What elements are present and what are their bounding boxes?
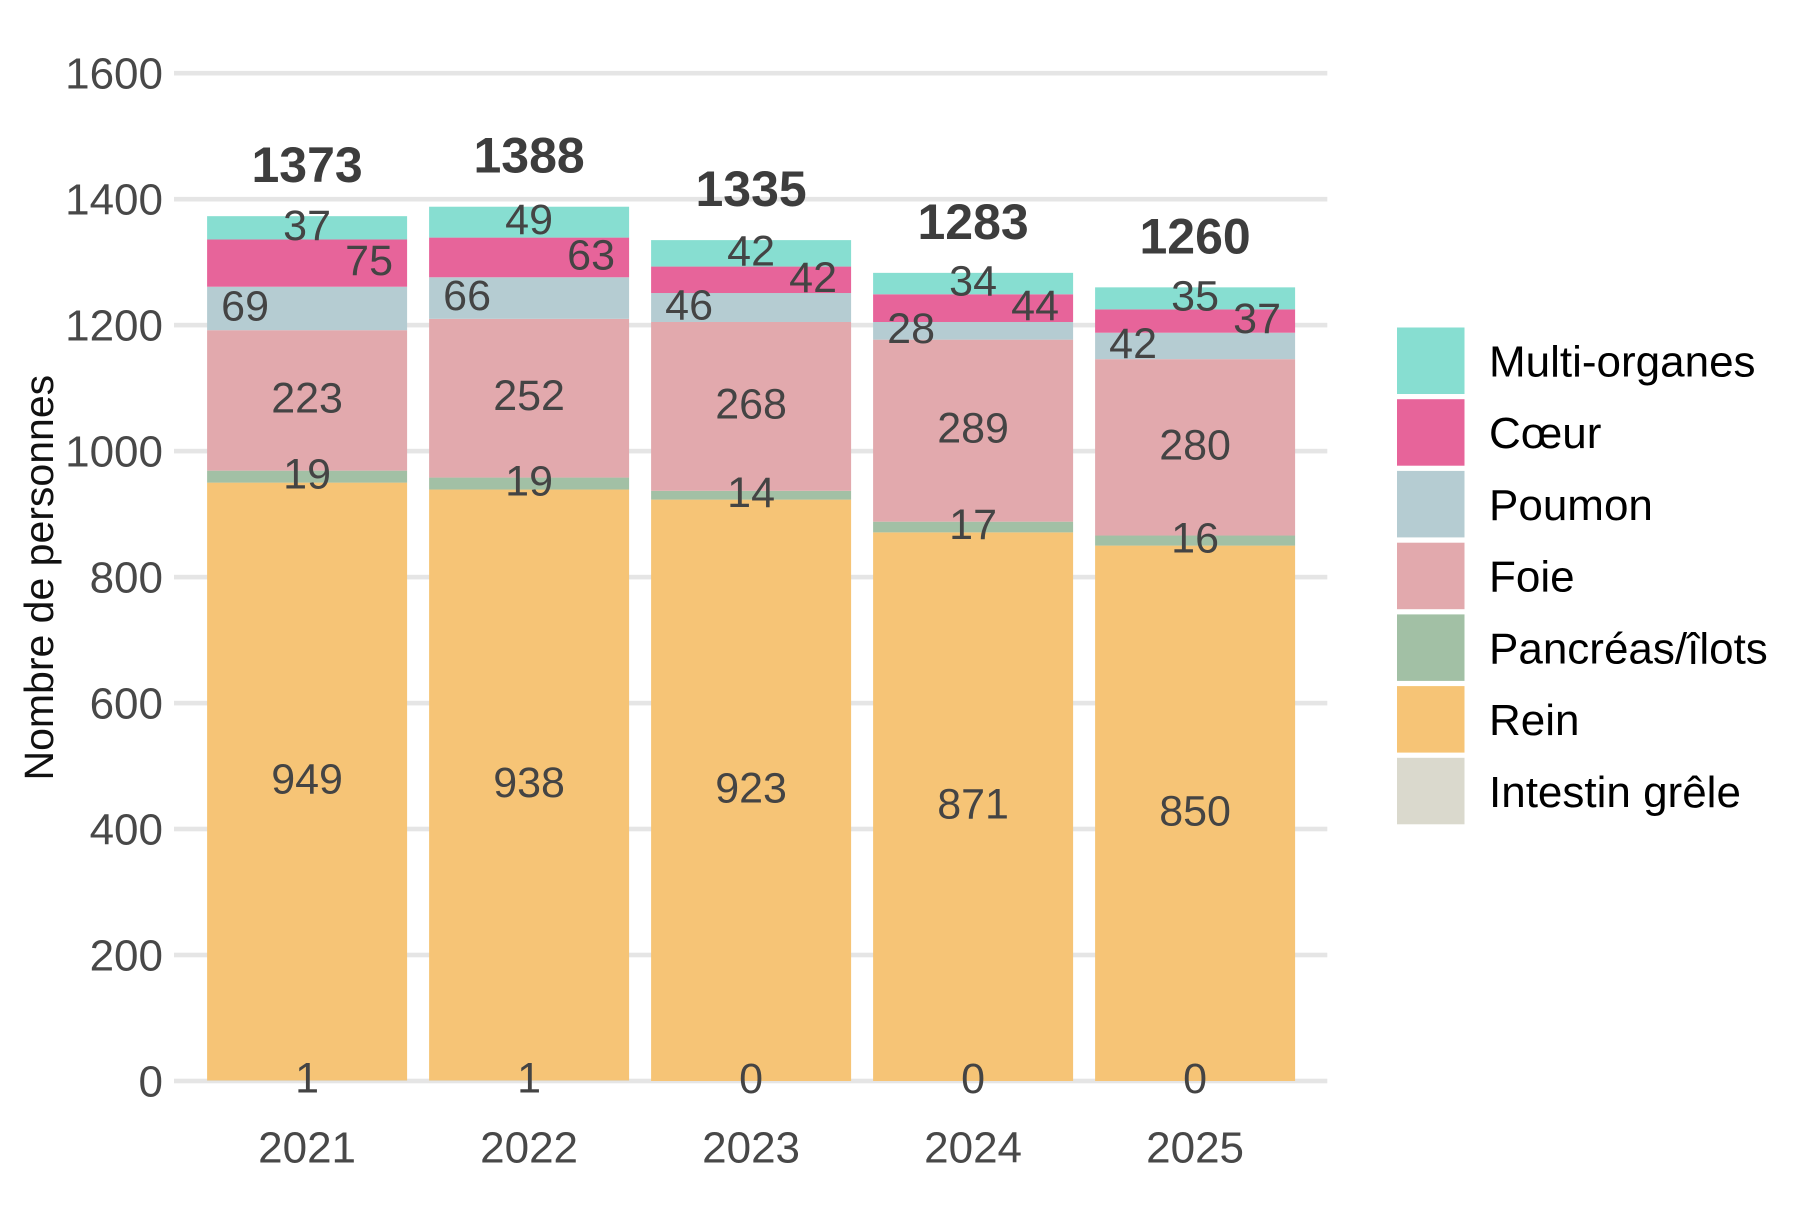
svg-text:14: 14 [727, 469, 775, 517]
svg-text:34: 34 [949, 258, 997, 306]
svg-text:280: 280 [1159, 421, 1231, 469]
svg-text:1400: 1400 [65, 176, 163, 225]
svg-text:1: 1 [517, 1055, 541, 1103]
svg-text:949: 949 [271, 756, 343, 804]
svg-text:42: 42 [727, 227, 775, 275]
svg-text:Foie: Foie [1489, 553, 1575, 602]
svg-text:268: 268 [715, 380, 787, 428]
svg-text:0: 0 [139, 1057, 163, 1106]
svg-text:850: 850 [1159, 787, 1231, 835]
svg-text:1388: 1388 [473, 128, 584, 184]
svg-text:44: 44 [1011, 282, 1059, 330]
svg-text:252: 252 [493, 372, 565, 420]
svg-text:16: 16 [1171, 515, 1219, 563]
svg-text:63: 63 [567, 231, 615, 279]
svg-text:Rein: Rein [1489, 696, 1580, 745]
svg-text:2022: 2022 [480, 1124, 578, 1173]
svg-text:42: 42 [789, 254, 837, 302]
svg-text:42: 42 [1109, 320, 1157, 368]
svg-text:17: 17 [949, 501, 997, 549]
svg-text:223: 223 [271, 374, 343, 422]
svg-text:1283: 1283 [917, 194, 1028, 250]
svg-text:800: 800 [90, 554, 163, 603]
svg-text:2023: 2023 [702, 1124, 800, 1173]
svg-text:37: 37 [283, 202, 331, 250]
svg-text:19: 19 [505, 458, 553, 506]
svg-text:Nombre de personnes: Nombre de personnes [16, 375, 62, 781]
svg-text:2021: 2021 [258, 1124, 356, 1173]
svg-text:600: 600 [90, 680, 163, 729]
svg-text:1600: 1600 [65, 50, 163, 99]
svg-text:1200: 1200 [65, 302, 163, 351]
svg-text:28: 28 [887, 305, 935, 353]
svg-text:923: 923 [715, 764, 787, 812]
svg-text:Poumon: Poumon [1489, 481, 1653, 530]
svg-text:938: 938 [493, 759, 565, 807]
svg-text:2025: 2025 [1146, 1124, 1244, 1173]
svg-text:289: 289 [937, 405, 1009, 453]
svg-text:0: 0 [961, 1055, 985, 1103]
svg-text:69: 69 [221, 283, 269, 331]
svg-text:46: 46 [665, 282, 713, 330]
svg-text:49: 49 [505, 196, 553, 244]
svg-text:1: 1 [295, 1055, 319, 1103]
svg-text:66: 66 [443, 272, 491, 320]
svg-text:Multi-organes: Multi-organes [1489, 337, 1756, 386]
svg-text:2024: 2024 [924, 1124, 1022, 1173]
svg-text:0: 0 [1183, 1055, 1207, 1103]
svg-text:1260: 1260 [1139, 208, 1250, 264]
svg-text:Pancréas/îlots: Pancréas/îlots [1489, 624, 1768, 673]
svg-text:400: 400 [90, 805, 163, 854]
svg-text:Cœur: Cœur [1489, 409, 1601, 458]
svg-text:35: 35 [1171, 272, 1219, 320]
svg-text:75: 75 [345, 237, 393, 285]
svg-text:0: 0 [739, 1055, 763, 1103]
svg-text:871: 871 [937, 781, 1009, 829]
svg-text:200: 200 [90, 931, 163, 980]
svg-text:1373: 1373 [251, 137, 362, 193]
svg-text:1000: 1000 [65, 428, 163, 477]
svg-text:37: 37 [1233, 295, 1281, 343]
svg-text:19: 19 [283, 451, 331, 499]
svg-text:1335: 1335 [695, 161, 806, 217]
svg-text:Intestin grêle: Intestin grêle [1489, 768, 1741, 817]
